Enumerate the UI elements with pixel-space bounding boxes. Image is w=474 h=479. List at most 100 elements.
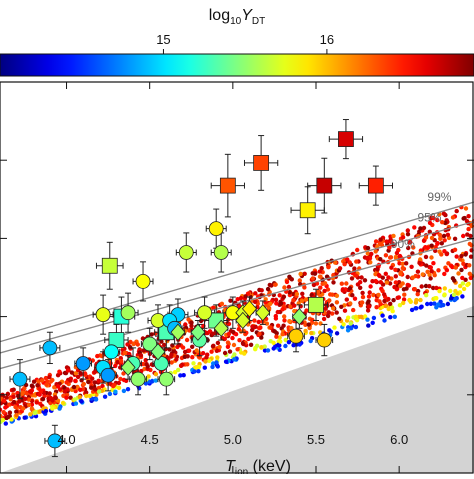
sim-point	[169, 352, 174, 358]
sim-point	[425, 269, 430, 274]
sim-point	[44, 382, 49, 387]
sim-point	[306, 322, 311, 327]
sim-point	[376, 292, 381, 298]
sim-point	[236, 327, 241, 332]
sim-point	[278, 301, 284, 306]
sim-point	[350, 293, 355, 298]
sim-point	[450, 264, 455, 270]
circle-marker	[178, 245, 194, 260]
circle-marker	[208, 221, 224, 237]
sim-point	[360, 290, 365, 296]
colorbar-title-var: Y	[241, 7, 253, 24]
sim-point	[237, 338, 242, 343]
sim-point	[249, 335, 254, 340]
sim-point	[153, 378, 158, 383]
sim-point	[69, 370, 75, 375]
sim-point	[442, 292, 447, 297]
sim-point	[325, 287, 331, 292]
sim-point	[125, 342, 130, 347]
x-tick-label: 4.0	[57, 432, 75, 447]
sim-point	[386, 296, 391, 302]
sim-point	[334, 293, 340, 298]
sim-point	[452, 236, 458, 241]
sim-point	[107, 391, 113, 397]
sim-point	[11, 399, 17, 405]
sim-point	[420, 272, 425, 277]
sim-point	[183, 322, 188, 327]
sim-point	[400, 265, 405, 271]
sim-point	[373, 278, 378, 284]
sim-point	[409, 264, 414, 269]
sim-point	[37, 409, 43, 414]
sim-point	[68, 395, 73, 400]
sim-point	[461, 286, 467, 292]
sim-point	[373, 249, 378, 254]
sim-point	[468, 233, 473, 239]
sim-point	[365, 251, 370, 256]
sim-point	[14, 413, 19, 418]
sim-point	[207, 358, 212, 363]
sim-point	[118, 376, 123, 382]
sim-point	[318, 285, 323, 290]
sim-point	[9, 417, 14, 422]
sim-point	[47, 391, 52, 396]
sim-point	[344, 281, 349, 286]
sim-point	[463, 206, 469, 211]
circle-marker	[75, 356, 91, 371]
sim-point	[142, 366, 147, 372]
sim-point	[431, 261, 436, 266]
sim-point	[460, 275, 465, 281]
sim-point	[349, 276, 355, 281]
sim-point	[317, 269, 322, 274]
sim-point	[0, 414, 3, 419]
sim-point	[297, 278, 302, 283]
sim-point	[263, 297, 268, 302]
sim-point	[410, 275, 415, 280]
square-marker	[253, 155, 270, 171]
sim-point	[242, 351, 247, 356]
sim-point	[442, 238, 447, 243]
sim-point	[190, 344, 195, 349]
sim-point	[468, 254, 474, 259]
sim-point	[196, 369, 201, 374]
sim-point	[190, 355, 195, 360]
sim-point	[377, 299, 382, 304]
sim-point	[342, 262, 347, 267]
sim-point	[244, 330, 249, 335]
sim-point	[278, 339, 283, 344]
sim-point	[21, 406, 26, 411]
sim-point	[434, 285, 439, 291]
sim-point	[185, 354, 190, 359]
sim-point	[429, 269, 434, 274]
sim-point	[310, 317, 315, 323]
x-axis-label: Tion (keV)	[225, 458, 291, 474]
sim-point	[384, 239, 389, 244]
sim-point	[458, 283, 463, 289]
sim-point	[400, 281, 405, 286]
sim-point	[332, 325, 337, 330]
sim-point	[383, 303, 388, 309]
sim-point	[280, 332, 285, 337]
sim-point	[283, 337, 288, 343]
sim-point	[135, 342, 140, 347]
colorbar-gradient	[0, 53, 474, 77]
sim-point	[401, 297, 407, 302]
sim-point	[232, 357, 237, 362]
sim-point	[202, 365, 207, 370]
sim-point	[194, 348, 199, 353]
sim-point	[214, 348, 219, 353]
sim-point	[131, 341, 136, 347]
sim-point	[312, 271, 318, 276]
sim-point	[1, 398, 7, 403]
sim-point	[277, 343, 282, 348]
contour-lines: 99% 95%90%	[0, 190, 474, 370]
sim-point	[280, 307, 285, 312]
sim-point	[254, 343, 260, 348]
sim-point	[4, 395, 9, 400]
sim-point	[423, 254, 429, 260]
sim-point	[210, 364, 215, 370]
sim-point	[358, 280, 363, 285]
sim-point	[47, 374, 52, 380]
sim-point	[395, 295, 400, 300]
sim-point	[334, 331, 340, 336]
